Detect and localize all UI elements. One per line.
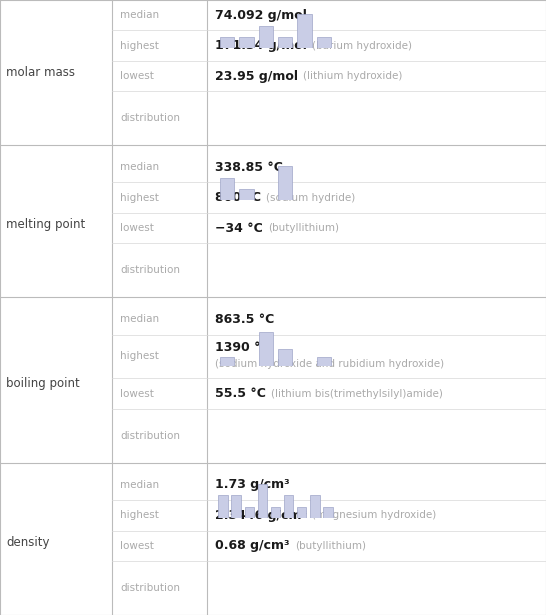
Text: (lithium hydroxide): (lithium hydroxide) bbox=[304, 71, 403, 81]
Bar bbox=[296, 507, 306, 518]
Text: 1390 °C: 1390 °C bbox=[216, 341, 270, 354]
Text: molar mass: molar mass bbox=[6, 66, 75, 79]
Bar bbox=[220, 178, 234, 200]
Text: lowest: lowest bbox=[120, 541, 154, 550]
Text: highest: highest bbox=[120, 192, 159, 203]
Text: highest: highest bbox=[120, 510, 159, 520]
Text: (butyllithium): (butyllithium) bbox=[295, 541, 366, 550]
Text: (lithium bis(trimethylsilyl)amide): (lithium bis(trimethylsilyl)amide) bbox=[271, 389, 443, 399]
Bar bbox=[278, 167, 293, 200]
Bar bbox=[278, 349, 293, 366]
Text: highest: highest bbox=[120, 41, 159, 50]
Text: 2.3446 g/cm³: 2.3446 g/cm³ bbox=[216, 509, 307, 522]
Text: (butyllithium): (butyllithium) bbox=[268, 223, 339, 233]
Bar bbox=[239, 37, 254, 48]
Text: 23.95 g/mol: 23.95 g/mol bbox=[216, 69, 299, 82]
Text: 74.092 g/mol: 74.092 g/mol bbox=[216, 9, 307, 22]
Bar bbox=[259, 26, 273, 48]
Text: highest: highest bbox=[120, 352, 159, 362]
Text: lowest: lowest bbox=[120, 389, 154, 399]
Bar bbox=[232, 495, 241, 518]
Bar bbox=[220, 357, 234, 366]
Text: distribution: distribution bbox=[120, 113, 180, 123]
Bar bbox=[317, 357, 331, 366]
Text: distribution: distribution bbox=[120, 583, 180, 593]
Text: distribution: distribution bbox=[120, 431, 180, 441]
Text: density: density bbox=[6, 536, 50, 549]
Text: 800 °C: 800 °C bbox=[216, 191, 262, 204]
Bar bbox=[310, 495, 319, 518]
Bar bbox=[323, 507, 333, 518]
Text: −34 °C: −34 °C bbox=[216, 221, 263, 234]
Text: median: median bbox=[120, 162, 159, 172]
Text: median: median bbox=[120, 10, 159, 20]
Bar bbox=[258, 484, 268, 518]
Bar bbox=[239, 189, 254, 200]
Text: median: median bbox=[120, 314, 159, 324]
Bar bbox=[218, 495, 228, 518]
Text: 171.34 g/mol: 171.34 g/mol bbox=[216, 39, 307, 52]
Text: 863.5 °C: 863.5 °C bbox=[216, 313, 275, 326]
Text: 0.68 g/cm³: 0.68 g/cm³ bbox=[216, 539, 290, 552]
Text: melting point: melting point bbox=[6, 218, 85, 231]
Bar bbox=[297, 14, 312, 48]
Text: 338.85 °C: 338.85 °C bbox=[216, 161, 283, 174]
Text: median: median bbox=[120, 480, 159, 490]
Text: (magnesium hydroxide): (magnesium hydroxide) bbox=[312, 510, 437, 520]
Text: lowest: lowest bbox=[120, 223, 154, 233]
Text: 55.5 °C: 55.5 °C bbox=[216, 387, 266, 400]
Text: (sodium hydroxide and rubidium hydroxide): (sodium hydroxide and rubidium hydroxide… bbox=[216, 359, 444, 370]
Bar bbox=[317, 37, 331, 48]
Text: distribution: distribution bbox=[120, 265, 180, 276]
Bar bbox=[278, 37, 293, 48]
Bar bbox=[245, 507, 254, 518]
Bar bbox=[283, 495, 293, 518]
Bar bbox=[220, 37, 234, 48]
Text: (sodium hydride): (sodium hydride) bbox=[266, 192, 356, 203]
Text: boiling point: boiling point bbox=[6, 377, 80, 390]
Text: (barium hydroxide): (barium hydroxide) bbox=[312, 41, 412, 50]
Bar bbox=[271, 507, 281, 518]
Text: lowest: lowest bbox=[120, 71, 154, 81]
Text: 1.73 g/cm³: 1.73 g/cm³ bbox=[216, 478, 290, 491]
Bar bbox=[259, 332, 273, 366]
